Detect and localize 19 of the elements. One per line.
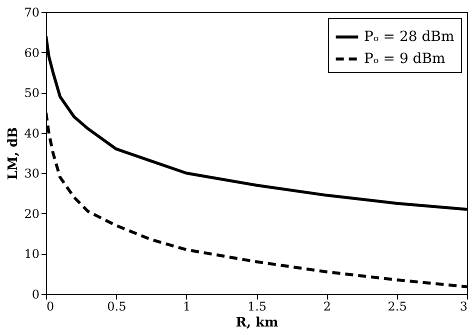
- x-tick-label: 1: [183, 300, 191, 314]
- x-tick-label: 2.5: [388, 300, 407, 314]
- x-tick-label: 2: [323, 300, 331, 314]
- y-tick-label: 60: [24, 46, 40, 60]
- x-tick-label: 0: [46, 300, 54, 314]
- legend-label: Pₒ = 9 dBm: [364, 51, 446, 67]
- x-tick-label: 1.5: [247, 300, 267, 314]
- x-tick-label: 0.5: [107, 300, 126, 314]
- y-tick-label: 10: [24, 247, 40, 262]
- x-tick-label: 3: [460, 300, 468, 314]
- y-tick-label: 50: [24, 86, 40, 100]
- y-tick-label: 30: [24, 166, 40, 181]
- y-tick-label: 40: [24, 126, 40, 140]
- y-tick-label: 20: [24, 206, 40, 221]
- legend-label: Pₒ = 28 dBm: [364, 29, 454, 45]
- y-tick-label: 70: [24, 6, 40, 20]
- y-tick-label: 0: [32, 288, 40, 302]
- x-axis-title: R, km: [236, 316, 279, 330]
- y-axis-title: LM, dB: [6, 127, 22, 180]
